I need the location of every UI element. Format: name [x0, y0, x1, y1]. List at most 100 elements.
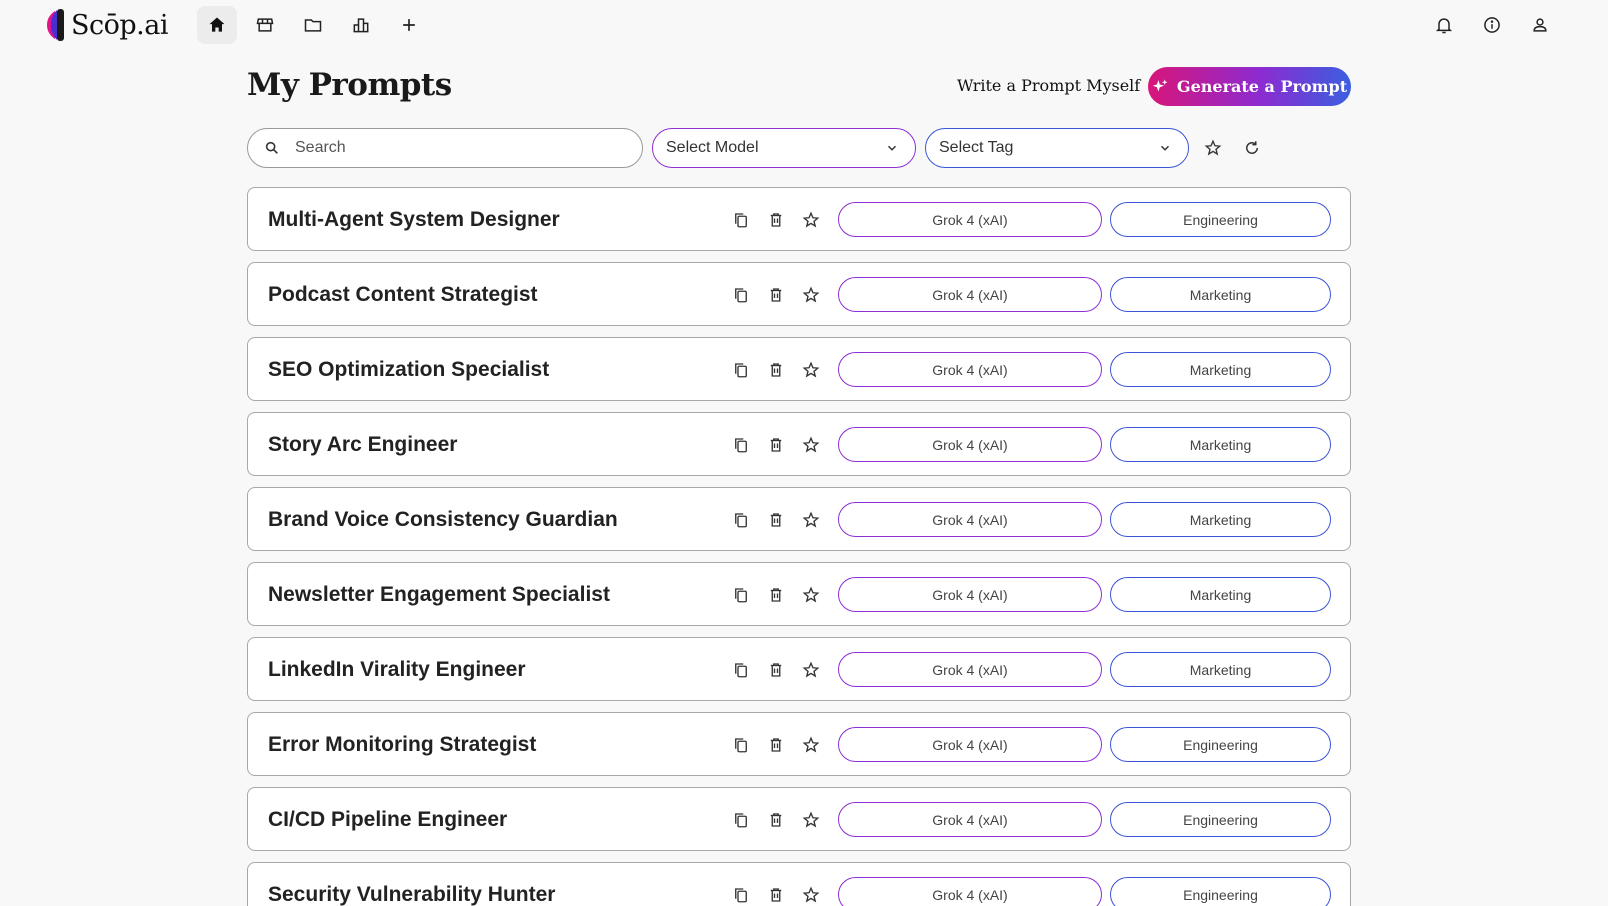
copy-button[interactable]	[731, 285, 751, 305]
info-icon	[1484, 17, 1500, 33]
tag-badge[interactable]: Marketing	[1110, 652, 1331, 687]
model-badge[interactable]: Grok 4 (xAI)	[838, 802, 1102, 837]
copy-icon	[735, 813, 747, 828]
prompt-row[interactable]: Multi-Agent System Designer Grok 4 (xAI)…	[247, 187, 1351, 251]
tag-badge[interactable]: Marketing	[1110, 277, 1331, 312]
tag-badge[interactable]: Marketing	[1110, 577, 1331, 612]
copy-icon	[735, 213, 747, 228]
favorite-button[interactable]	[801, 735, 821, 755]
copy-icon	[735, 888, 747, 903]
prompt-row[interactable]: Story Arc Engineer Grok 4 (xAI) Marketin…	[247, 412, 1351, 476]
model-badge[interactable]: Grok 4 (xAI)	[838, 502, 1102, 537]
tag-badge[interactable]: Marketing	[1110, 502, 1331, 537]
copy-button[interactable]	[731, 360, 751, 380]
model-badge[interactable]: Grok 4 (xAI)	[838, 352, 1102, 387]
trash-icon	[770, 738, 782, 752]
tag-badge[interactable]: Engineering	[1110, 727, 1331, 762]
notifications-button[interactable]	[1424, 6, 1464, 44]
prompt-title: Story Arc Engineer	[268, 433, 458, 456]
copy-button[interactable]	[731, 435, 751, 455]
prompt-row[interactable]: SEO Optimization Specialist Grok 4 (xAI)…	[247, 337, 1351, 401]
delete-button[interactable]	[766, 735, 786, 755]
tag-badge[interactable]: Engineering	[1110, 202, 1331, 237]
delete-button[interactable]	[766, 810, 786, 830]
generate-prompt-button[interactable]: Generate a Prompt	[1148, 67, 1351, 106]
prompt-row[interactable]: LinkedIn Virality Engineer Grok 4 (xAI) …	[247, 637, 1351, 701]
logo[interactable]: Scōp.ai	[46, 6, 168, 44]
prompt-row[interactable]: Newsletter Engagement Specialist Grok 4 …	[247, 562, 1351, 626]
model-badge[interactable]: Grok 4 (xAI)	[838, 652, 1102, 687]
prompt-row[interactable]: Podcast Content Strategist Grok 4 (xAI) …	[247, 262, 1351, 326]
prompt-row[interactable]: CI/CD Pipeline Engineer Grok 4 (xAI) Eng…	[247, 787, 1351, 851]
refresh-button[interactable]	[1242, 138, 1262, 158]
favorite-button[interactable]	[801, 210, 821, 230]
model-badge[interactable]: Grok 4 (xAI)	[838, 877, 1102, 906]
star-outline-icon	[802, 511, 820, 528]
refresh-icon	[1246, 141, 1258, 154]
logo-text: Scōp.ai	[71, 9, 168, 41]
search-input[interactable]	[295, 139, 615, 157]
delete-button[interactable]	[766, 210, 786, 230]
favorite-button[interactable]	[801, 285, 821, 305]
model-badge[interactable]: Grok 4 (xAI)	[838, 427, 1102, 462]
delete-button[interactable]	[766, 360, 786, 380]
favorite-button[interactable]	[801, 810, 821, 830]
copy-button[interactable]	[731, 810, 751, 830]
nav-add-button[interactable]	[389, 6, 429, 44]
favorite-button[interactable]	[801, 885, 821, 905]
delete-button[interactable]	[766, 435, 786, 455]
delete-button[interactable]	[766, 660, 786, 680]
delete-button[interactable]	[766, 285, 786, 305]
copy-button[interactable]	[731, 885, 751, 905]
copy-button[interactable]	[731, 510, 751, 530]
nav-folders-button[interactable]	[293, 6, 333, 44]
star-outline-icon	[802, 661, 820, 678]
nav-home-button[interactable]	[197, 6, 237, 44]
copy-button[interactable]	[731, 735, 751, 755]
write-prompt-link[interactable]: Write a Prompt Myself	[957, 76, 1141, 95]
home-icon	[209, 17, 225, 32]
user-nav	[1424, 6, 1568, 44]
model-select[interactable]: Select Model	[652, 128, 916, 168]
prompt-row[interactable]: Error Monitoring Strategist Grok 4 (xAI)…	[247, 712, 1351, 776]
delete-button[interactable]	[766, 510, 786, 530]
favorite-button[interactable]	[801, 360, 821, 380]
favorite-button[interactable]	[801, 660, 821, 680]
delete-button[interactable]	[766, 885, 786, 905]
trash-icon	[770, 663, 782, 677]
model-badge[interactable]: Grok 4 (xAI)	[838, 277, 1102, 312]
model-badge[interactable]: Grok 4 (xAI)	[838, 202, 1102, 237]
copy-icon	[735, 363, 747, 378]
prompt-row[interactable]: Brand Voice Consistency Guardian Grok 4 …	[247, 487, 1351, 551]
favorite-button[interactable]	[801, 585, 821, 605]
account-button[interactable]	[1520, 6, 1560, 44]
copy-icon	[735, 438, 747, 453]
storefront-icon	[256, 18, 274, 32]
star-outline-icon	[802, 286, 820, 303]
main-nav	[197, 6, 437, 44]
tag-badge[interactable]: Engineering	[1110, 877, 1331, 906]
prompt-title: Error Monitoring Strategist	[268, 733, 537, 756]
prompt-row[interactable]: Security Vulnerability Hunter Grok 4 (xA…	[247, 862, 1351, 906]
favorite-button[interactable]	[801, 435, 821, 455]
copy-button[interactable]	[731, 210, 751, 230]
info-button[interactable]	[1472, 6, 1512, 44]
copy-button[interactable]	[731, 660, 751, 680]
favorites-filter-button[interactable]	[1203, 138, 1223, 158]
tag-select[interactable]: Select Tag	[925, 128, 1189, 168]
tag-badge[interactable]: Engineering	[1110, 802, 1331, 837]
prompt-title: Security Vulnerability Hunter	[268, 883, 556, 906]
copy-button[interactable]	[731, 585, 751, 605]
nav-marketplace-button[interactable]	[245, 6, 285, 44]
favorite-button[interactable]	[801, 510, 821, 530]
delete-button[interactable]	[766, 585, 786, 605]
star-outline-icon	[1204, 139, 1222, 156]
model-badge[interactable]: Grok 4 (xAI)	[838, 577, 1102, 612]
model-badge[interactable]: Grok 4 (xAI)	[838, 727, 1102, 762]
star-outline-icon	[802, 736, 820, 753]
prompt-list: Multi-Agent System Designer Grok 4 (xAI)…	[247, 187, 1351, 906]
tag-badge[interactable]: Marketing	[1110, 427, 1331, 462]
nav-teams-button[interactable]	[341, 6, 381, 44]
tag-badge[interactable]: Marketing	[1110, 352, 1331, 387]
trash-icon	[770, 588, 782, 602]
